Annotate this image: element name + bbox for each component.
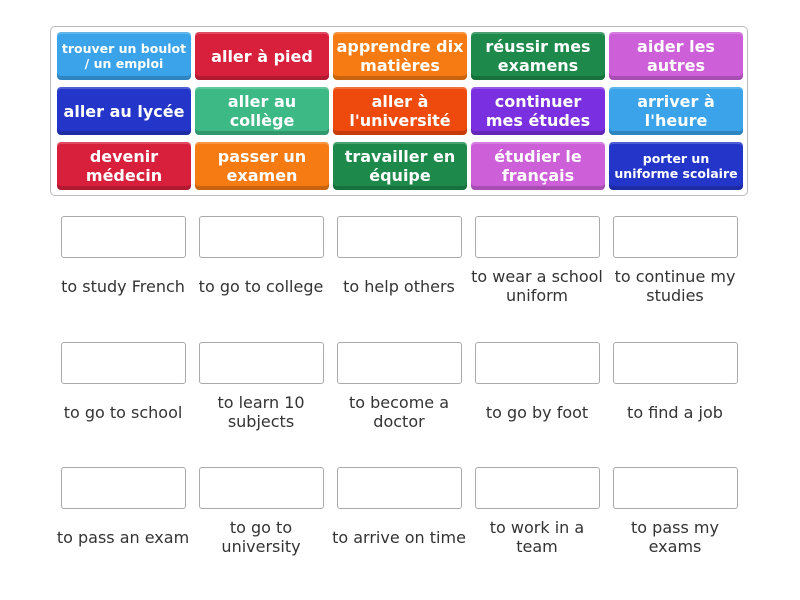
target-label: to continue my studies [614,267,736,305]
answer-tile[interactable]: travailler en équipe [333,142,467,190]
drop-box[interactable] [613,342,738,384]
answer-tile[interactable]: aller à pied [195,32,329,80]
target-label: to study French [61,276,185,296]
answer-tile[interactable]: arriver à l'heure [609,87,743,135]
drop-box[interactable] [199,216,324,258]
answer-tile[interactable]: aider les autres [609,32,743,80]
target-label: to become a doctor [348,393,450,431]
answer-tile[interactable]: passer un examen [195,142,329,190]
drop-box[interactable] [199,467,324,509]
drop-box[interactable] [475,216,600,258]
target-label: to find a job [627,402,723,422]
target-label: to arrive on time [332,527,466,547]
drop-box[interactable] [475,342,600,384]
drop-box[interactable] [613,467,738,509]
answer-tile[interactable]: aller à l'université [333,87,467,135]
target-label: to pass my exams [631,518,719,556]
drop-box[interactable] [613,216,738,258]
target-label: to wear a school uniform [471,267,603,305]
drop-box[interactable] [337,467,462,509]
target-label: to pass an exam [56,527,190,547]
drop-box[interactable] [61,216,186,258]
answer-tile[interactable]: devenir médecin [57,142,191,190]
answer-tile[interactable]: aller au collège [195,87,329,135]
target-label: to go by foot [485,402,589,422]
answer-tile[interactable]: réussir mes examens [471,32,605,80]
target-label: to work in a team [489,518,585,556]
answer-tile[interactable]: trouver un boulot / un emploi [57,32,191,80]
drop-box[interactable] [61,342,186,384]
drop-box[interactable] [61,467,186,509]
drop-box[interactable] [337,342,462,384]
answer-tray [50,26,748,196]
answer-tile[interactable]: continuer mes études [471,87,605,135]
answer-tile[interactable]: aller au lycée [57,87,191,135]
drop-box[interactable] [199,342,324,384]
target-label: to go to college [198,276,324,296]
target-label: to learn 10 subjects [217,393,305,431]
answer-tile[interactable]: étudier le français [471,142,605,190]
drop-box[interactable] [337,216,462,258]
target-label: to go to school [63,402,183,422]
answer-tile[interactable]: apprendre dix matières [333,32,467,80]
drop-box[interactable] [475,467,600,509]
target-label: to go to university [221,518,301,556]
target-label: to help others [343,276,455,296]
answer-tile[interactable]: porter un uniforme scolaire [609,142,743,190]
